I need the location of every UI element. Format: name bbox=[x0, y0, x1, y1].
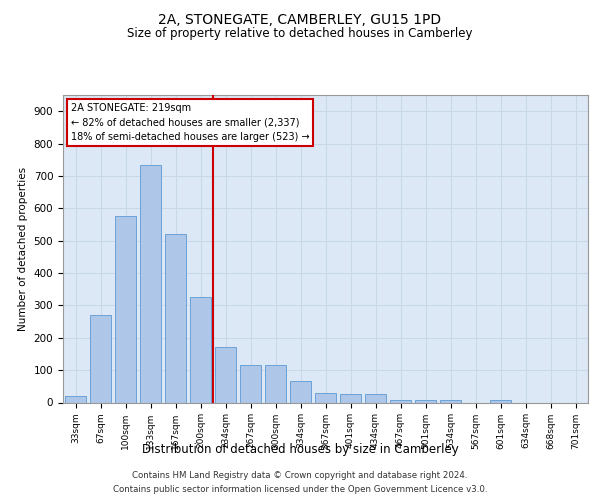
Bar bbox=[365, 394, 386, 402]
Bar bbox=[265, 366, 286, 403]
Bar bbox=[290, 382, 311, 402]
Bar bbox=[165, 234, 186, 402]
Bar bbox=[315, 393, 336, 402]
Bar bbox=[440, 400, 461, 402]
Text: Contains public sector information licensed under the Open Government Licence v3: Contains public sector information licen… bbox=[113, 485, 487, 494]
Bar bbox=[65, 396, 86, 402]
Bar bbox=[340, 394, 361, 402]
Bar bbox=[490, 400, 511, 402]
Bar bbox=[190, 298, 211, 403]
Text: Size of property relative to detached houses in Camberley: Size of property relative to detached ho… bbox=[127, 28, 473, 40]
Bar bbox=[90, 315, 111, 402]
Bar bbox=[415, 400, 436, 402]
Y-axis label: Number of detached properties: Number of detached properties bbox=[18, 166, 28, 331]
Bar bbox=[115, 216, 136, 402]
Text: 2A, STONEGATE, CAMBERLEY, GU15 1PD: 2A, STONEGATE, CAMBERLEY, GU15 1PD bbox=[158, 12, 442, 26]
Text: Distribution of detached houses by size in Camberley: Distribution of detached houses by size … bbox=[142, 442, 458, 456]
Bar bbox=[390, 400, 411, 402]
Bar bbox=[240, 366, 261, 403]
Bar bbox=[140, 164, 161, 402]
Text: Contains HM Land Registry data © Crown copyright and database right 2024.: Contains HM Land Registry data © Crown c… bbox=[132, 471, 468, 480]
Bar bbox=[215, 348, 236, 403]
Text: 2A STONEGATE: 219sqm
← 82% of detached houses are smaller (2,337)
18% of semi-de: 2A STONEGATE: 219sqm ← 82% of detached h… bbox=[71, 102, 310, 142]
